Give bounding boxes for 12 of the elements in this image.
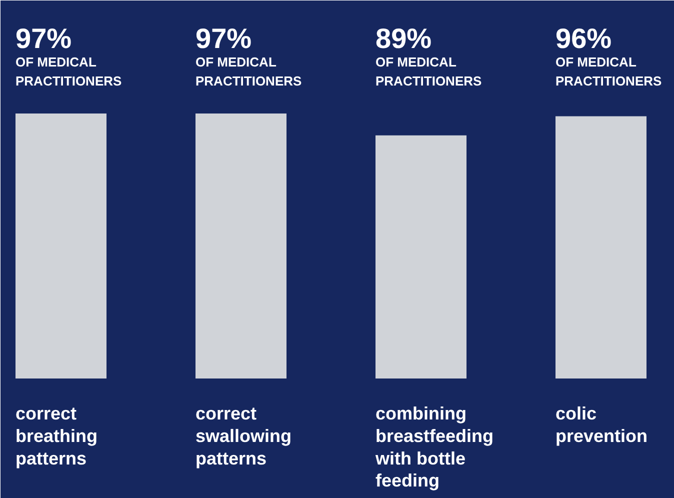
x-tick-label: correct swallowing patterns (196, 404, 292, 468)
text: OF MEDICAL PRACTITIONERS (16, 54, 122, 88)
data-label: 97% (196, 23, 252, 54)
x-tick-label: colic prevention (556, 404, 648, 446)
x-tick-label: combining breastfeeding with bottle feeding (374, 404, 494, 491)
text: OF MEDICAL PRACTITIONERS (376, 54, 482, 88)
x-tick-label: correct breathing patterns (16, 404, 98, 468)
data-label: 96% (556, 23, 612, 54)
data-label: 97% (16, 23, 72, 54)
text: OF MEDICAL PRACTITIONERS (196, 54, 302, 88)
text: OF MEDICAL PRACTITIONERS (556, 54, 662, 88)
data-label: 89% (376, 23, 432, 54)
